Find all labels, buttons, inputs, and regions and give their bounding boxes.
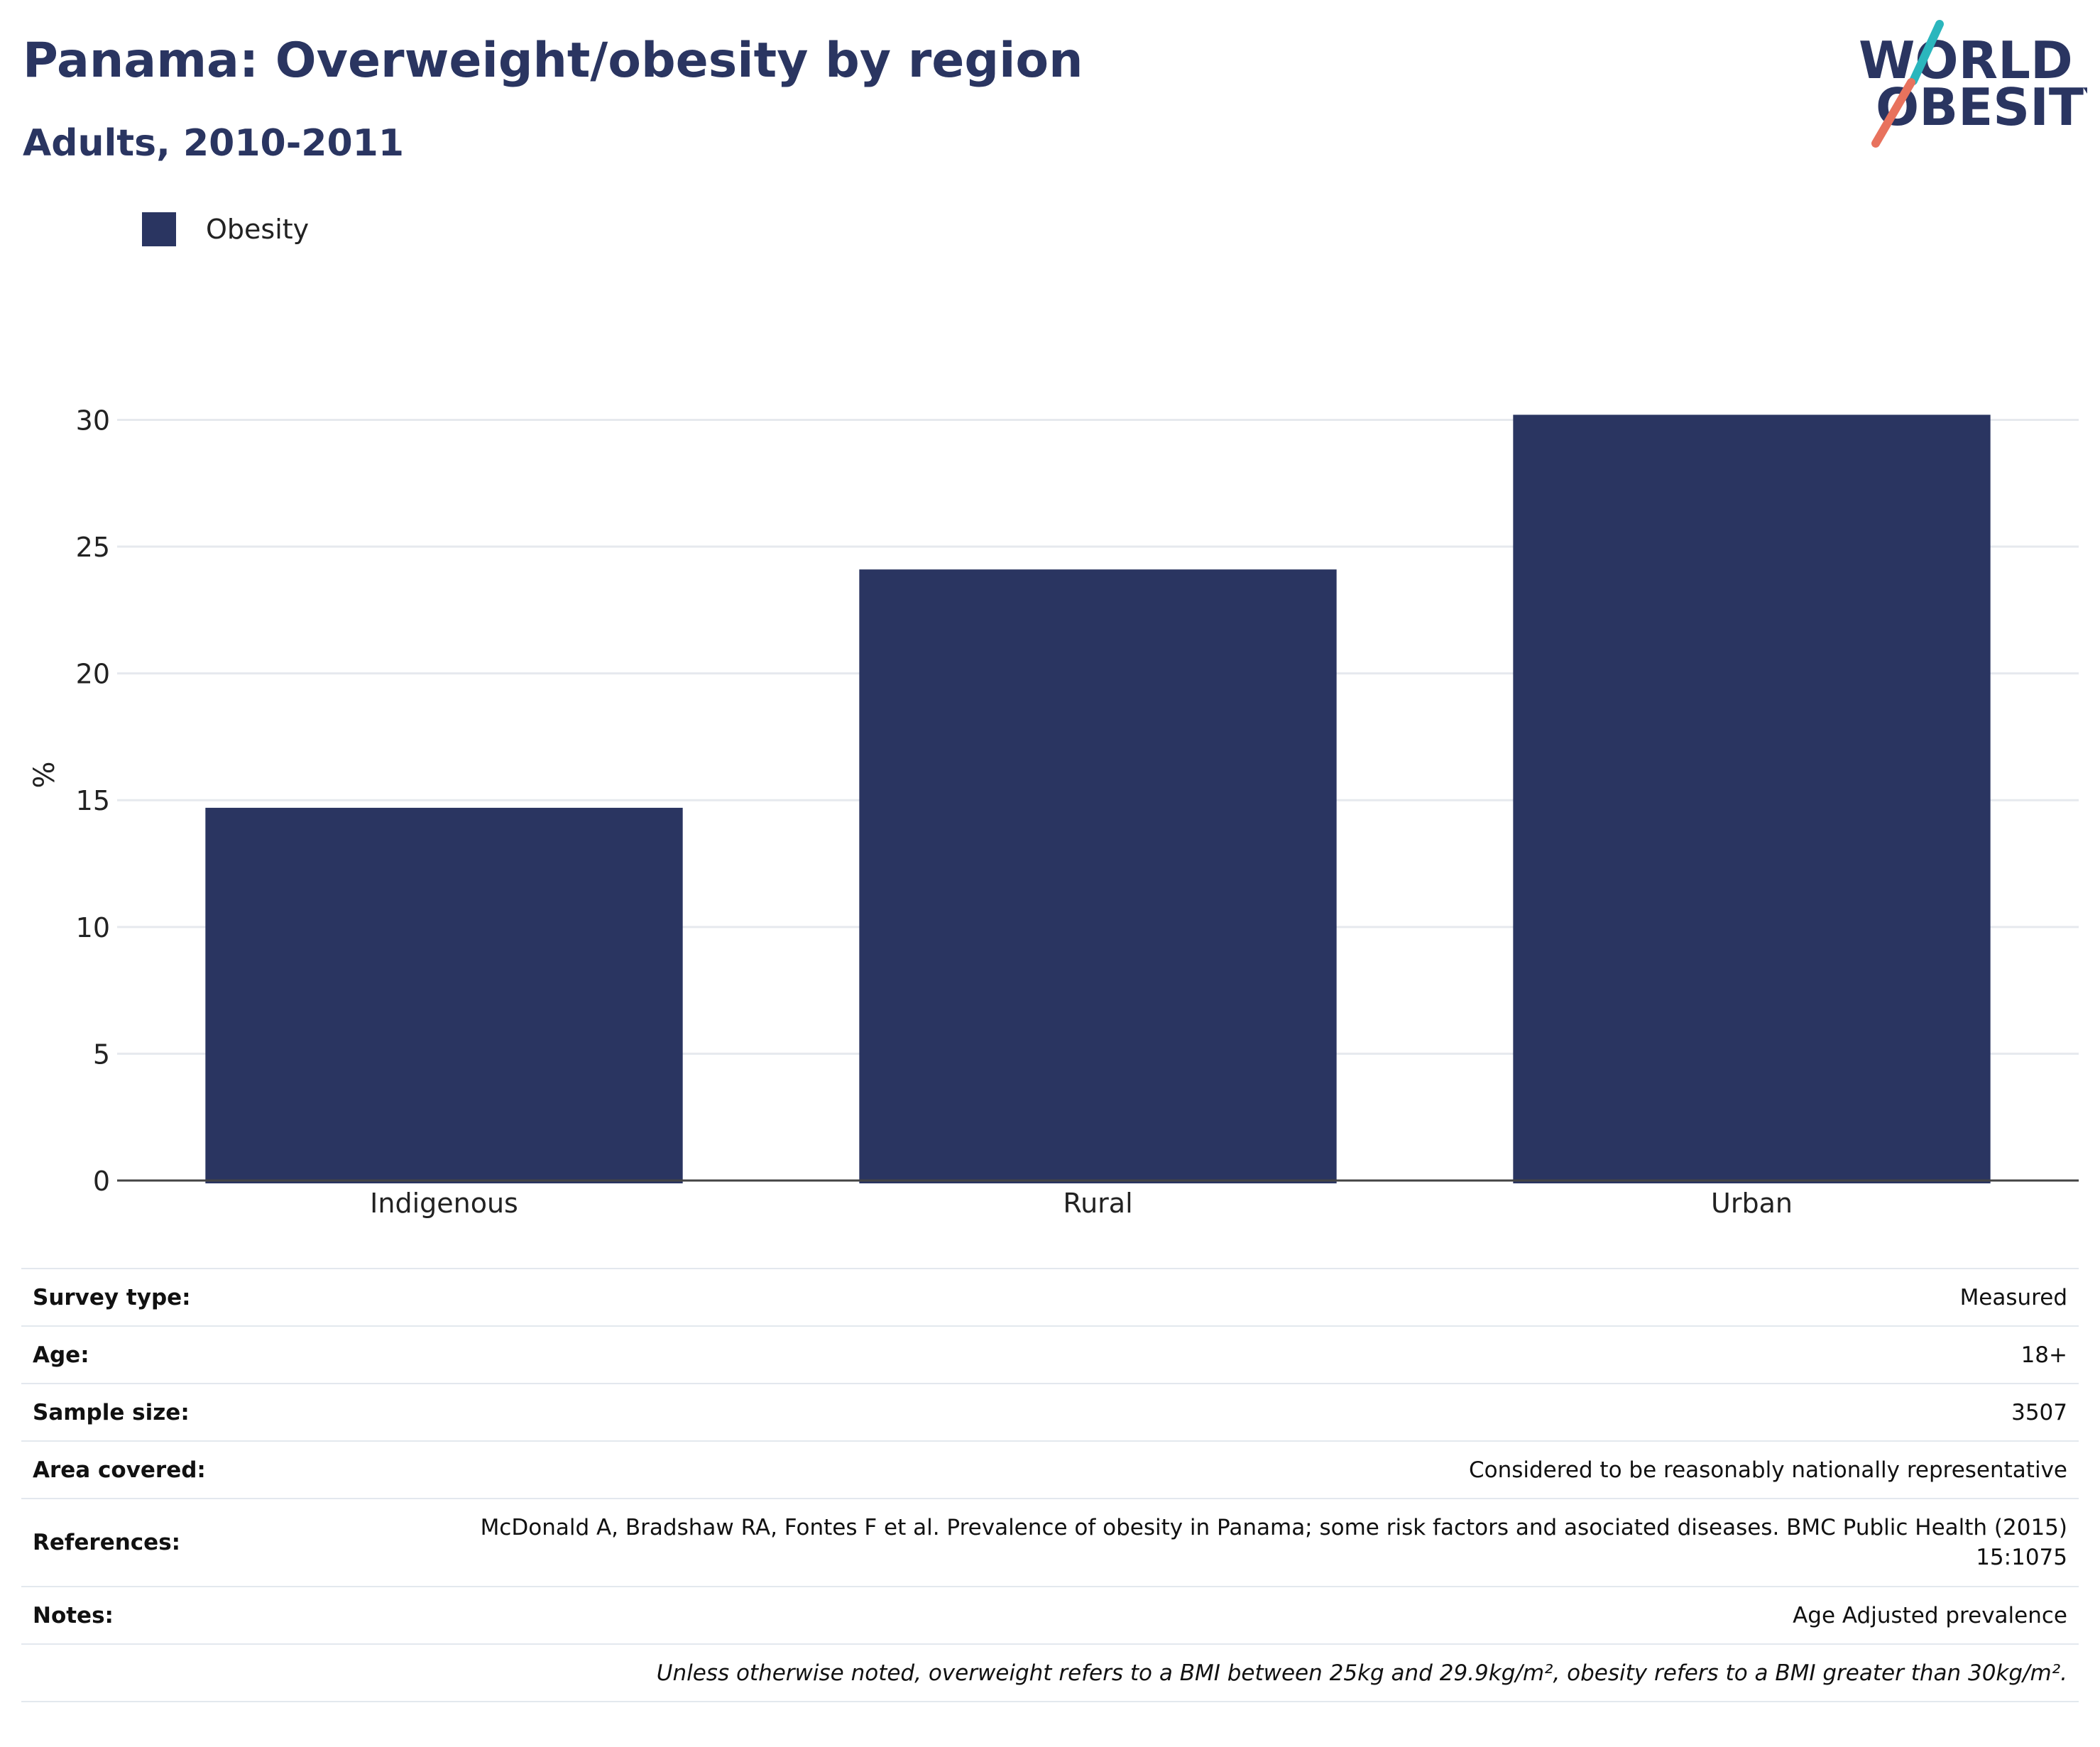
x-axis-ticks: Indigenous Rural Urban [370, 1188, 1793, 1219]
info-value: 18+ [2020, 1342, 2067, 1368]
bars [205, 415, 1991, 1184]
info-row: Survey type: Measured [21, 1269, 2079, 1326]
info-value: Age Adjusted prevalence [1793, 1602, 2067, 1628]
y-tick-label: 15 [76, 785, 110, 816]
info-row: References: McDonald A, Bradshaw RA, Font… [21, 1499, 2079, 1587]
info-key: Area covered: [33, 1457, 206, 1483]
legend-label-obesity: Obesity [206, 214, 310, 245]
legend-swatch-obesity [142, 212, 176, 246]
y-tick-label: 20 [76, 659, 110, 690]
chart-title: Panama: Overweight/obesity by region [23, 33, 1083, 89]
info-key: Notes: [33, 1602, 114, 1628]
y-tick-label: 0 [93, 1166, 110, 1197]
info-row: Notes: Age Adjusted prevalence [21, 1587, 2079, 1644]
info-key: Sample size: [33, 1399, 190, 1425]
bar-indigenous[interactable] [205, 807, 683, 1183]
info-row: Sample size: 3507 [21, 1384, 2079, 1441]
info-value: Measured [1959, 1284, 2067, 1310]
chart-subtitle: Adults, 2010-2011 [23, 122, 405, 165]
y-axis-label: % [28, 761, 61, 788]
y-tick-label: 10 [76, 912, 110, 943]
info-value: McDonald A, Bradshaw RA, Fontes F et al.… [480, 1515, 2067, 1570]
x-tick-label: Rural [1063, 1188, 1132, 1219]
bar-urban[interactable] [1513, 415, 1991, 1184]
info-row: Age: 18+ [21, 1326, 2079, 1384]
info-key-empty [21, 1644, 399, 1702]
info-key: References: [33, 1530, 181, 1555]
bmi-footnote: Unless otherwise noted, overweight refer… [656, 1660, 2067, 1686]
y-axis-ticks: 0 5 10 15 20 25 30 [76, 405, 110, 1197]
info-value: 3507 [2011, 1399, 2067, 1425]
logo-word-world: WORLD [1859, 31, 2073, 90]
survey-info-table: Survey type: Measured Age: 18+ Sample size: 3… [21, 1268, 2079, 1702]
y-tick-label: 5 [93, 1039, 110, 1070]
y-tick-label: 25 [76, 532, 110, 563]
logo-slash-coral-icon [1871, 78, 1915, 148]
chart-legend[interactable]: Obesity [142, 212, 309, 247]
x-tick-label: Urban [1711, 1188, 1793, 1219]
info-row: Area covered: Considered to be reasonably… [21, 1441, 2079, 1499]
logo-slash-teal-icon [1909, 20, 1944, 85]
info-key: Age: [33, 1342, 89, 1368]
world-obesity-logo: WORLD OBESITY [1859, 20, 2087, 148]
info-footnote-row: Unless otherwise noted, overweight refer… [21, 1644, 2079, 1702]
y-tick-label: 30 [76, 405, 110, 436]
info-value: Considered to be reasonably nationally r… [1468, 1457, 2067, 1483]
info-key: Survey type: [33, 1284, 191, 1310]
bar-rural[interactable] [859, 569, 1337, 1183]
x-tick-label: Indigenous [370, 1188, 518, 1219]
bar-chart: 0 5 10 15 20 25 30 Indigenous Rural Urban % [28, 405, 2079, 1219]
